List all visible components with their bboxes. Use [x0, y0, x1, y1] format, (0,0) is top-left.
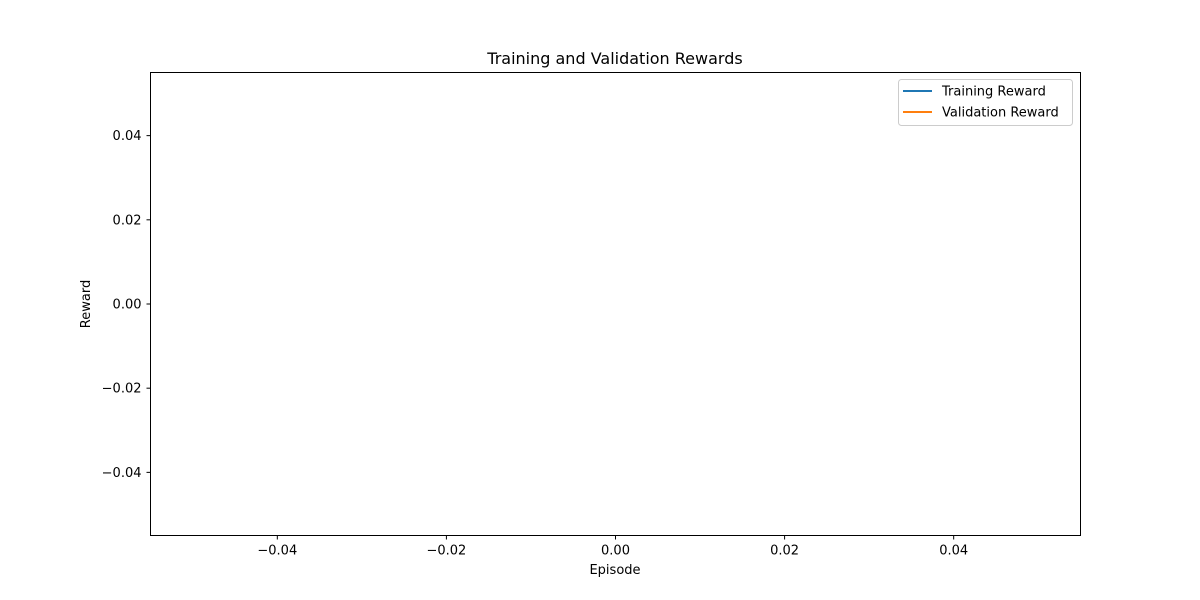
legend-label-validation-reward: Validation Reward [942, 106, 1059, 121]
x-tick-label: −0.04 [257, 544, 297, 559]
x-axis-label: Episode [589, 563, 640, 578]
x-tick-label: 0.02 [770, 544, 799, 559]
chart-title: Training and Validation Rewards [486, 49, 742, 68]
x-tick-label: 0.00 [601, 544, 630, 559]
y-tick-label: −0.04 [102, 466, 142, 481]
y-axis-ticks: 0.04 0.02 0.00 −0.02 −0.04 [102, 129, 151, 481]
y-tick-label: 0.04 [113, 129, 142, 144]
legend-label-training-reward: Training Reward [941, 85, 1046, 100]
y-axis-label: Reward [79, 280, 94, 328]
x-tick-label: −0.02 [426, 544, 466, 559]
x-tick-label: 0.04 [939, 544, 968, 559]
x-axis-ticks: −0.04 −0.02 0.00 0.02 0.04 [257, 535, 968, 559]
y-tick-label: 0.00 [113, 298, 142, 313]
plot-area-frame [150, 72, 1081, 536]
y-tick-label: 0.02 [113, 213, 142, 228]
y-tick-label: −0.02 [102, 382, 142, 397]
legend-box [898, 79, 1073, 126]
legend: Training Reward Validation Reward [898, 79, 1073, 126]
